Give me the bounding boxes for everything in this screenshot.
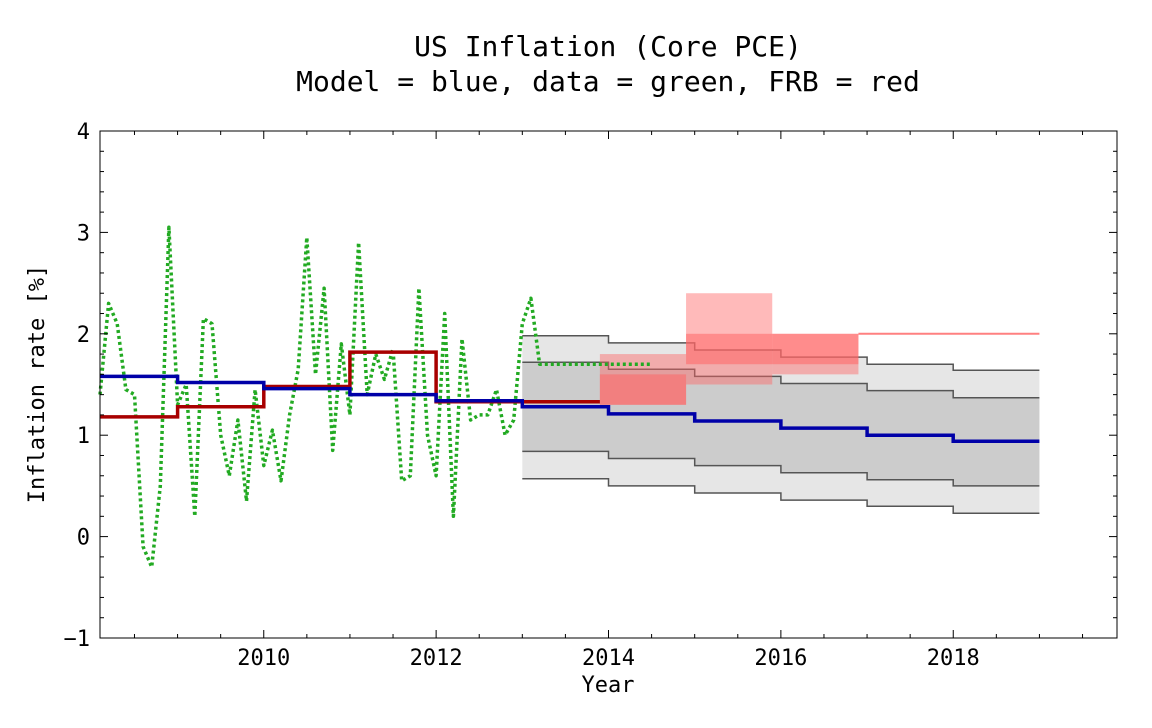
x-tick-label-2018: 2018	[927, 646, 980, 671]
frb-central-box-2	[772, 333, 859, 365]
x-tick-label-2012: 2012	[410, 646, 463, 671]
frb-central-box-1	[686, 333, 773, 365]
model-band-edge-inner-upper	[522, 361, 1040, 399]
x-tick-label-2016: 2016	[754, 646, 807, 671]
series-lines	[98, 225, 1040, 569]
series-model-line	[100, 374, 1040, 444]
model-band-edge-inner-lower	[522, 450, 1040, 487]
y-tick-label-3: 2	[77, 323, 90, 348]
y-tick-label-1: 0	[77, 526, 90, 551]
frb-projection	[599, 293, 1040, 405]
x-axis: 2010 2012 2014 2016 2018	[133, 131, 1084, 671]
y-tick-label-4: 3	[77, 221, 90, 246]
y-tick-label-0: −1	[64, 627, 91, 652]
series-data-line	[98, 225, 652, 569]
x-tick-label-2014: 2014	[582, 646, 635, 671]
y-axis: −1 0 1 2 3 4	[64, 120, 1117, 652]
x-tick-label-2010: 2010	[237, 646, 290, 671]
frb-central-box-0	[599, 374, 687, 405]
series-frb-line	[100, 350, 600, 419]
x-axis-label: Year	[582, 673, 635, 698]
chart-title: US Inflation (Core PCE)	[414, 30, 802, 63]
y-tick-label-5: 4	[77, 120, 90, 145]
model-band-edge-outer-lower	[522, 478, 1040, 515]
chart-subtitle: Model = blue, data = green, FRB = red	[296, 65, 920, 98]
y-tick-label-2: 1	[77, 424, 90, 449]
y-axis-label: Inflation rate [%]	[25, 265, 50, 503]
